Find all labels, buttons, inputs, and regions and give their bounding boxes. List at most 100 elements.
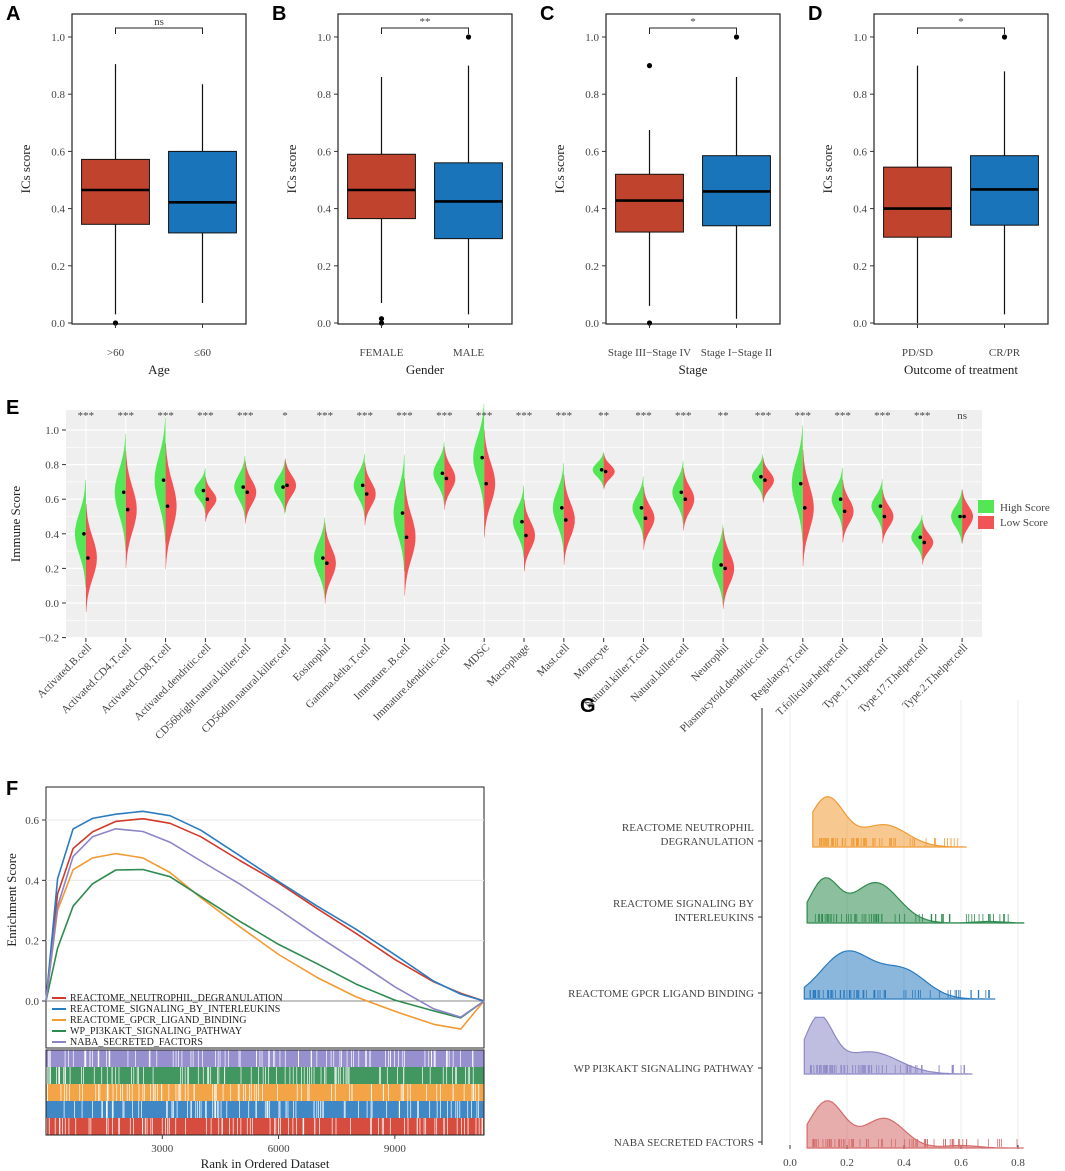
- x-tick-label: 0.0: [783, 1157, 797, 1169]
- outlier-point: [646, 320, 653, 326]
- violin-low: [882, 489, 894, 544]
- y-tick-label: 0.6: [585, 146, 599, 158]
- violin-high: [911, 514, 923, 560]
- median-point-high: [599, 467, 604, 472]
- y-tick-label: 0.8: [317, 89, 331, 101]
- panel-B-letter: B: [272, 3, 286, 25]
- y-tick-label: 0.6: [317, 146, 331, 158]
- significance-label: ***: [834, 410, 851, 422]
- median-point-low: [723, 566, 727, 571]
- outlier-point: [378, 316, 385, 322]
- y-tick-label: 0.0: [25, 996, 39, 1008]
- significance-bracket: [649, 27, 737, 34]
- significance-bracket: [381, 27, 469, 34]
- median-point-high: [201, 488, 206, 493]
- x-axis-title: Rank in Ordered Dataset: [201, 1156, 330, 1171]
- violin-low: [762, 457, 774, 503]
- median-point-low: [245, 490, 250, 495]
- x-tick-label: MALE: [453, 347, 484, 359]
- median-point-high: [480, 455, 484, 460]
- hit-band: [46, 1118, 484, 1135]
- legend-label: REACTOME_GPCR_LIGAND_BINDING: [70, 1015, 246, 1026]
- y-tick-label: 0.4: [25, 875, 39, 887]
- median-point-high: [560, 506, 564, 510]
- panel-E-letter: E: [6, 397, 19, 419]
- y-tick-label: 0.4: [51, 204, 65, 216]
- x-tick-label: Stage I−Stage II: [701, 347, 773, 359]
- panel-C-letter: C: [540, 3, 554, 25]
- y-tick-label: 1.0: [585, 32, 599, 44]
- panel-G-letter: G: [580, 695, 596, 717]
- median-point-high: [798, 481, 803, 486]
- violin-high: [194, 468, 206, 514]
- plot-frame: [71, 13, 247, 325]
- plot-frame: [605, 13, 781, 325]
- violin-low: [324, 522, 336, 604]
- y-tick-label: 0.8: [51, 89, 65, 101]
- median-point-low: [205, 497, 210, 502]
- legend-label: REACTOME_NEUTROPHIL_DEGRANULATION: [70, 993, 283, 1004]
- violin-high: [433, 441, 445, 505]
- violin-high: [951, 489, 963, 544]
- series-line-3: [45, 868, 485, 1019]
- ridge-label: REACTOME SIGNALING BY: [613, 898, 754, 910]
- violin-high: [831, 467, 843, 531]
- violin-low: [683, 467, 695, 531]
- median-point-low: [802, 506, 807, 510]
- x-axis-title: Outcome of treatment: [904, 362, 1018, 377]
- median-point-low: [603, 469, 608, 474]
- ridge-label: REACTOME GPCR LIGAND BINDING: [568, 988, 754, 1000]
- y-axis-title: Enrichment Score: [4, 853, 19, 947]
- y-tick-label: −0.2: [39, 633, 59, 645]
- x-tick-label: Immature.dendritic.cell: [371, 642, 452, 723]
- violin-low: [285, 458, 296, 513]
- series-line-4: [45, 828, 485, 1018]
- box-0: [81, 158, 150, 225]
- significance-bracket: [115, 27, 203, 34]
- hit-band: [46, 1050, 484, 1067]
- y-tick-label: 0.8: [45, 460, 59, 472]
- x-tick-label: Neutrophil: [689, 642, 731, 684]
- y-tick-label: 0.4: [45, 529, 59, 541]
- significance-label: *: [958, 16, 964, 28]
- x-tick-label: PD/SD: [902, 347, 933, 359]
- x-axis-title: Age: [148, 362, 170, 377]
- ridge-label: WP PI3KAKT SIGNALING PATHWAY: [574, 1063, 754, 1075]
- x-tick-label: FEMALE: [360, 347, 404, 359]
- y-axis-title: ICs score: [18, 144, 33, 193]
- violin-high: [234, 455, 246, 519]
- violin-high: [752, 454, 763, 500]
- significance-label: **: [598, 410, 609, 422]
- panel-A-letter: A: [6, 3, 20, 25]
- x-tick-label: CR/PR: [989, 347, 1021, 359]
- x-tick-label: 0.6: [954, 1157, 968, 1169]
- median-point-high: [241, 485, 246, 489]
- significance-label: ***: [675, 410, 692, 422]
- panel-F-letter: F: [6, 778, 18, 800]
- x-tick-label: 3000: [151, 1143, 174, 1155]
- median-point-low: [86, 556, 90, 560]
- median-point-low: [922, 540, 927, 545]
- median-point-low: [484, 481, 488, 486]
- y-tick-label: 1.0: [853, 32, 867, 44]
- plot-frame: [873, 13, 1049, 325]
- y-tick-label: 0.6: [25, 815, 39, 827]
- violin-low: [125, 451, 137, 569]
- legend-swatch-high: [978, 500, 994, 513]
- significance-label: ***: [635, 410, 652, 422]
- median-point-low: [564, 518, 568, 522]
- hit-band: [46, 1084, 484, 1101]
- x-tick-label: T.follicular.helper.cell: [774, 642, 851, 719]
- median-point-low: [404, 535, 409, 540]
- x-tick-label: >60: [107, 347, 125, 359]
- series-line-2: [45, 852, 485, 1030]
- x-tick-label: Activated.dendritic.cell: [132, 642, 213, 723]
- median-point-low: [842, 509, 847, 514]
- y-tick-label: 0.6: [51, 146, 65, 158]
- x-tick-label: Eosinophil: [291, 642, 333, 684]
- violin-high: [274, 460, 286, 515]
- significance-label: ***: [436, 410, 453, 422]
- y-tick-label: 0.2: [51, 261, 65, 273]
- violin-high: [592, 451, 604, 488]
